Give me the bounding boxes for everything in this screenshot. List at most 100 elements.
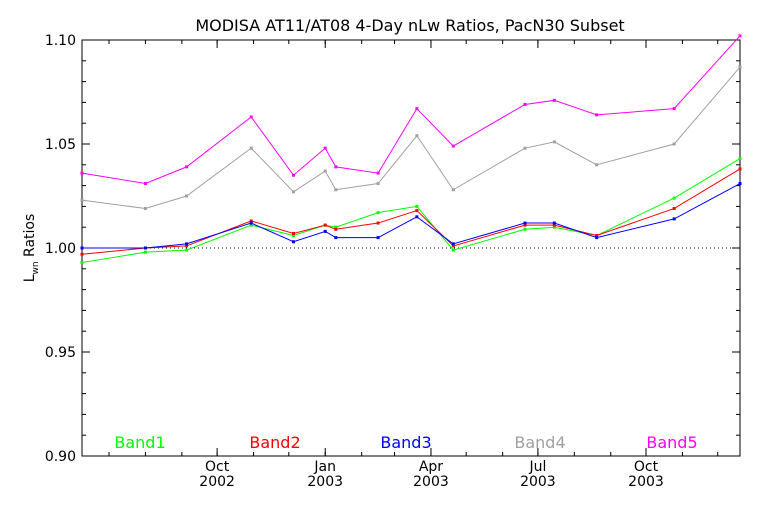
y-axis-label-rest: Ratios (22, 214, 38, 262)
data-point (80, 246, 84, 250)
data-point (523, 223, 527, 227)
data-point (249, 221, 253, 225)
x-tick-month-label: Oct (634, 459, 659, 475)
data-point (80, 261, 84, 265)
series-line (81, 66, 741, 209)
x-tick-year-label: 2003 (520, 474, 556, 490)
data-point (738, 34, 742, 38)
series-line (81, 158, 741, 264)
data-point (451, 188, 455, 192)
series-line (81, 168, 741, 255)
series-band2 (80, 167, 742, 256)
x-tick-month-label: Jul (528, 459, 546, 475)
data-point (552, 225, 556, 229)
data-point (292, 231, 295, 235)
data-point (451, 244, 455, 248)
y-tick-label: 1.00 (45, 241, 76, 257)
data-point (451, 144, 455, 148)
data-point (334, 225, 338, 229)
legend-entry: Band4 (514, 433, 565, 452)
data-point (323, 169, 327, 173)
data-point (415, 204, 419, 208)
data-point (672, 196, 676, 200)
data-point (376, 182, 380, 186)
data-point (415, 209, 419, 213)
data-point (376, 171, 380, 175)
data-point (672, 142, 676, 146)
data-point (523, 221, 527, 225)
x-tick-month-label: Oct (205, 459, 230, 475)
y-tick-label: 0.95 (45, 345, 76, 361)
data-point (249, 219, 253, 223)
data-point (185, 244, 189, 248)
data-point (552, 223, 556, 227)
data-point (523, 146, 527, 150)
data-point (143, 206, 147, 210)
data-point (523, 102, 527, 106)
data-point (185, 194, 189, 198)
data-point (323, 146, 327, 150)
data-point (552, 221, 556, 225)
data-point (595, 236, 599, 240)
data-point (143, 250, 147, 254)
y-axis-label-main: L (22, 274, 38, 282)
x-tick-month-label: Jan (313, 459, 336, 475)
data-point (323, 229, 327, 233)
data-point (249, 223, 253, 227)
x-tick-year-label: 2003 (307, 474, 343, 490)
data-point (334, 165, 338, 169)
data-point (80, 171, 84, 175)
legend-entry: Band3 (380, 433, 431, 452)
data-point (143, 182, 147, 186)
data-point (415, 107, 419, 111)
data-point (249, 146, 253, 150)
data-point (334, 188, 338, 192)
data-point (334, 236, 338, 240)
y-tick-label: 0.90 (45, 449, 76, 465)
data-point (738, 167, 742, 171)
data-point (451, 248, 455, 252)
legend-entry: Band1 (114, 433, 165, 452)
series-band3 (80, 182, 742, 250)
x-tick-month-label: Apr (419, 459, 443, 475)
data-point (672, 217, 676, 221)
data-point (672, 206, 676, 210)
data-point (249, 115, 253, 119)
x-tick-year-label: 2003 (413, 474, 449, 490)
y-tick-label: 1.05 (45, 137, 76, 153)
svg-text:Lwn Ratios: Lwn Ratios (22, 214, 41, 283)
data-point (292, 234, 295, 238)
data-point (738, 65, 742, 69)
data-point (738, 182, 742, 186)
data-point (672, 107, 676, 111)
data-point (552, 98, 556, 102)
data-point (292, 173, 295, 177)
data-point (415, 134, 419, 138)
data-point (292, 240, 295, 244)
data-point (552, 140, 556, 144)
data-point (292, 190, 295, 194)
data-point (595, 113, 599, 117)
y-axis-label-sub: wn (31, 261, 41, 274)
data-point (738, 157, 742, 161)
data-point (80, 252, 84, 256)
x-tick-year-label: 2003 (628, 474, 664, 490)
data-point (185, 248, 189, 252)
data-point (376, 236, 380, 240)
series-line (82, 183, 741, 249)
x-tick-year-label: 2002 (199, 474, 235, 490)
y-axis-label: Lwn Ratios (22, 214, 41, 283)
y-tick-label: 1.10 (45, 33, 76, 49)
data-point (376, 211, 380, 215)
data-point (376, 221, 380, 225)
series-band4 (80, 65, 742, 210)
data-point (80, 198, 84, 202)
data-point (143, 246, 147, 250)
data-point (523, 227, 527, 231)
series-band5 (80, 34, 742, 186)
data-point (334, 227, 338, 231)
legend-entry: Band5 (646, 433, 697, 452)
data-point (595, 163, 599, 167)
series-line (81, 35, 741, 185)
